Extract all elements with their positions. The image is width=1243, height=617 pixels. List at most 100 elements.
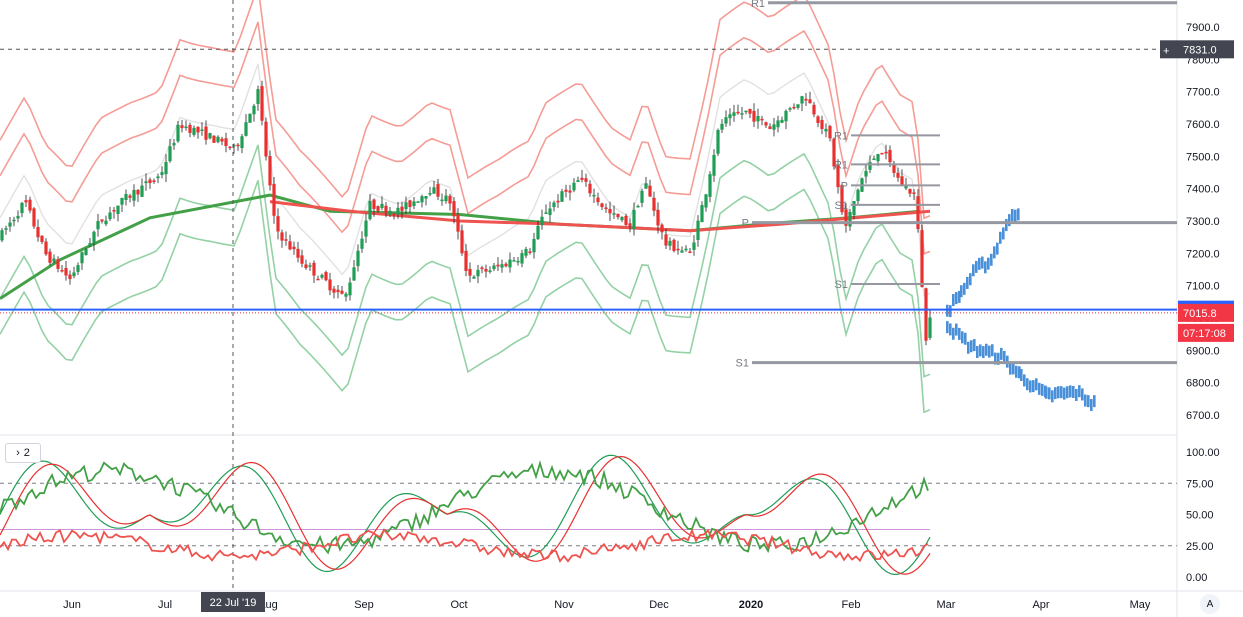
oscillator-tick-label: 25.00 (1186, 541, 1214, 553)
candle-body (304, 264, 308, 269)
candle-body (684, 248, 688, 251)
candle-body (648, 185, 652, 197)
projection-up-block (984, 261, 987, 274)
candle-body (836, 164, 840, 188)
projection-up-block (955, 292, 958, 305)
candle-body (28, 199, 32, 211)
candle-body (700, 205, 704, 223)
candle-body (856, 189, 860, 202)
countdown-tag-bg (1178, 323, 1234, 342)
crosshair-price-tag: 7831.0 (1183, 44, 1217, 56)
candle-body (400, 206, 404, 211)
candle-body (328, 279, 332, 291)
projection-up-block (1011, 209, 1014, 222)
time-tick-label: May (1130, 599, 1151, 611)
candle-body (508, 259, 512, 268)
candle-body (392, 213, 396, 216)
candle-body (424, 196, 428, 199)
projection-down-block (1075, 388, 1078, 401)
candle-body (880, 152, 884, 155)
candle-body (76, 265, 80, 272)
candle-body (20, 202, 24, 214)
pivot-label: P (841, 180, 848, 192)
candle-body (912, 192, 916, 194)
candle-body (776, 120, 780, 128)
candle-body (724, 117, 728, 124)
moving-average-green (0, 193, 921, 300)
projection-up-block (946, 304, 949, 317)
candle-body (168, 146, 172, 162)
time-tick-label: Feb (842, 599, 861, 611)
projection-down-block (1066, 386, 1069, 399)
oscillator-tick-label: 100.00 (1186, 447, 1220, 459)
projection-up-block (1017, 208, 1020, 221)
candle-body (344, 293, 348, 297)
candle-body (792, 106, 796, 109)
candle-body (24, 200, 28, 203)
candle-body (824, 128, 828, 132)
projection-down-block (955, 323, 958, 336)
oscillator-legend-toggle[interactable]: › 2 (5, 443, 41, 463)
projection-up-block (966, 276, 969, 289)
candle-body (428, 193, 432, 195)
price-tick-label: 6900.0 (1186, 345, 1220, 357)
candle-body (16, 215, 20, 219)
projection-down-block (964, 332, 967, 345)
candle-body (760, 118, 764, 121)
candle-body (100, 219, 104, 222)
candle-body (204, 126, 208, 140)
candle-body (616, 213, 620, 218)
time-tick-label: 2020 (739, 599, 763, 611)
candle-body (516, 260, 520, 263)
candle-body (40, 235, 44, 242)
time-tick-label: Dec (649, 599, 669, 611)
candle-body (692, 242, 696, 250)
candle-body (460, 230, 464, 254)
projection-up-block (996, 242, 999, 255)
candle-body (356, 250, 360, 267)
candle-body (532, 238, 536, 253)
candle-body (500, 264, 504, 268)
candle-body (388, 210, 392, 216)
candle-body (716, 129, 720, 154)
candle-body (628, 223, 632, 227)
candle-body (280, 232, 284, 241)
candle-body (564, 189, 568, 192)
candle-body (476, 269, 480, 277)
candle-body (664, 234, 668, 246)
candle-body (736, 111, 740, 114)
candle-body (80, 252, 84, 264)
candle-body (68, 274, 72, 280)
candle-body (488, 270, 492, 272)
candle-body (720, 123, 724, 130)
candle-body (148, 179, 152, 183)
projection-down-block (1054, 387, 1057, 400)
auto-scale-button[interactable]: A (1200, 594, 1220, 614)
candle-body (352, 267, 356, 281)
projection-up-block (952, 294, 955, 307)
price-tick-label: 7600.0 (1186, 119, 1220, 131)
candle-body (232, 144, 236, 147)
candle-body (136, 189, 140, 195)
candle-body (468, 268, 472, 276)
candle-body (808, 99, 812, 104)
stoch-k-line (0, 454, 931, 575)
grey-mid-band (0, 63, 931, 297)
candle-body (732, 112, 736, 116)
pivot-label: S1 (835, 200, 848, 212)
candle-body (920, 230, 924, 287)
crosshair-date-bg (201, 592, 265, 612)
candle-body (620, 217, 624, 221)
candle-body (604, 207, 608, 210)
candle-body (472, 276, 476, 279)
candle-body (200, 129, 204, 131)
projection-down-block (946, 321, 949, 334)
lower-green-band-inner (0, 144, 931, 378)
candles (0, 80, 932, 346)
crosshair-price-tag-bg (1178, 40, 1234, 59)
candle-body (220, 138, 224, 142)
candle-body (92, 231, 96, 244)
candle-body (320, 274, 324, 278)
